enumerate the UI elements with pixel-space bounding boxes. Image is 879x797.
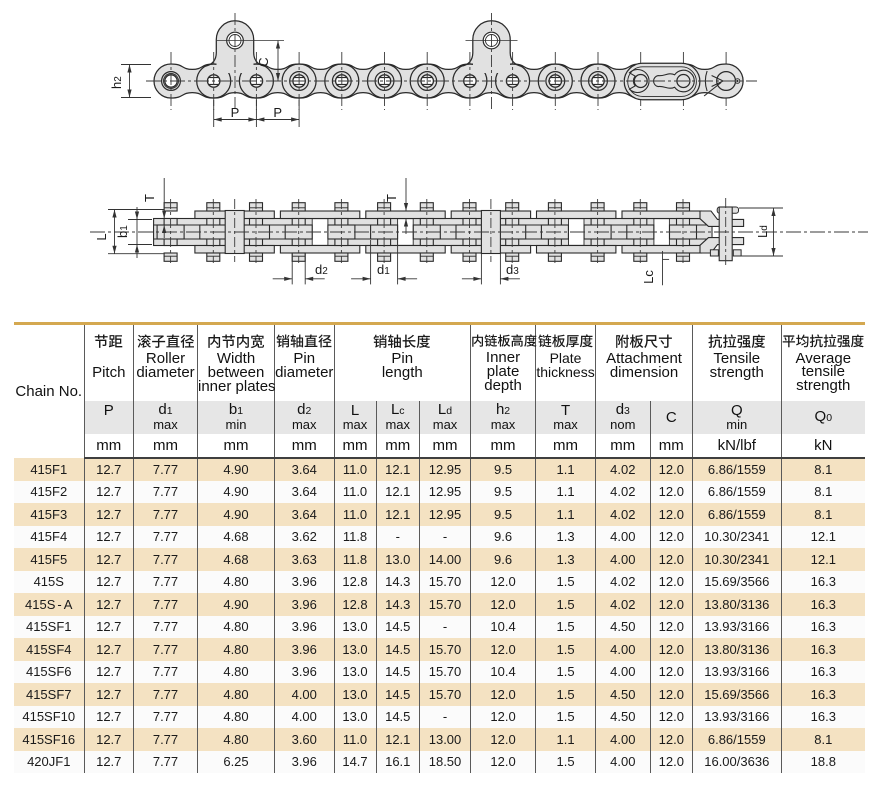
svg-text:T: T xyxy=(384,194,399,202)
svg-text:P: P xyxy=(231,105,240,120)
svg-text:d1: d1 xyxy=(377,262,390,277)
svg-text:d2: d2 xyxy=(315,262,328,277)
svg-text:T: T xyxy=(142,194,157,202)
svg-text:C: C xyxy=(256,57,271,66)
svg-text:Lc: Lc xyxy=(641,270,656,284)
svg-text:P: P xyxy=(273,105,282,120)
svg-text:b1: b1 xyxy=(115,225,130,238)
svg-text:Ld: Ld xyxy=(755,225,770,238)
svg-text:h2: h2 xyxy=(109,76,124,89)
svg-text:L: L xyxy=(94,233,109,240)
svg-text:d3: d3 xyxy=(506,262,519,277)
